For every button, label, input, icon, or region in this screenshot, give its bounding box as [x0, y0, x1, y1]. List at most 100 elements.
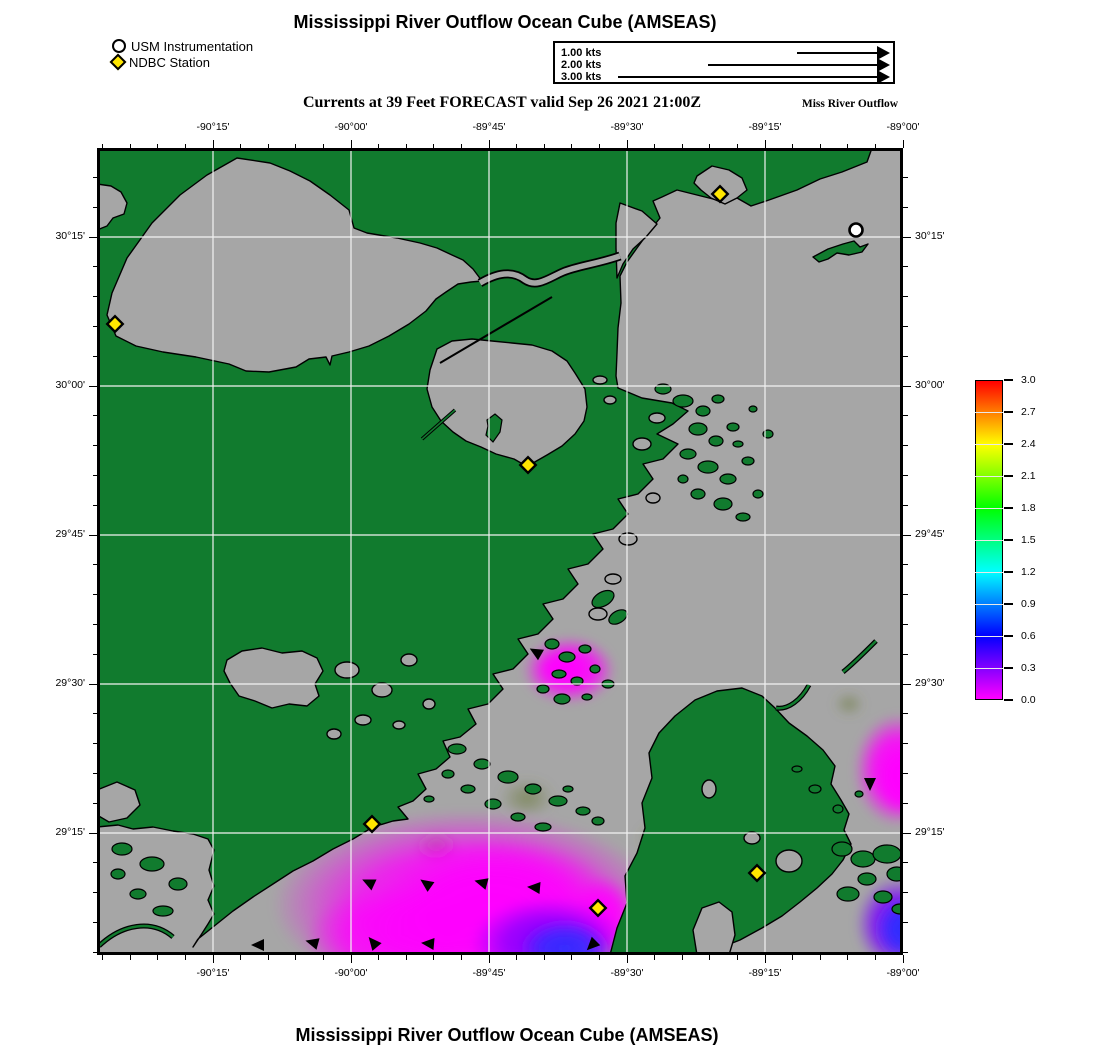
scale-row-label: 2.00 kts [561, 59, 602, 71]
current-arrow-icon [474, 878, 489, 890]
axis-tick [736, 955, 738, 960]
colorbar-inner-line [975, 636, 1003, 637]
axis-tick [516, 955, 518, 960]
colorbar-tick [1004, 667, 1013, 669]
axis-tick [874, 955, 876, 960]
lon-label-top: -90°00' [334, 121, 368, 133]
scale-arrowhead-icon [877, 46, 890, 60]
colorbar-tick-label: 1.2 [1021, 566, 1036, 578]
colorbar-inner-line [975, 412, 1003, 413]
axis-tick [903, 385, 911, 387]
axis-tick [405, 955, 407, 960]
colorbar-inner-line [975, 668, 1003, 669]
colorbar-tick [1004, 603, 1013, 605]
axis-tick [350, 140, 352, 148]
axis-tick [903, 236, 911, 238]
current-arrow-icon [362, 879, 377, 891]
lat-label-right: 30°15' [915, 230, 945, 242]
current-arrow-icon [527, 882, 541, 894]
axis-tick [681, 955, 683, 960]
colorbar-tick [1004, 379, 1013, 381]
colorbar-tick [1004, 475, 1013, 477]
colorbar-tick [1004, 411, 1013, 413]
colorbar-inner-line [975, 572, 1003, 573]
scale-row: 2.00 kts [555, 58, 893, 72]
lake-maurepas [96, 183, 128, 231]
colorbar-tick [1004, 699, 1013, 701]
axis-tick [903, 415, 908, 417]
colorbar-tick [1004, 539, 1013, 541]
lat-label-left: 29°45' [55, 528, 85, 540]
colorbar-tick-label: 0.9 [1021, 598, 1036, 610]
axis-tick [903, 862, 908, 864]
current-arrow-icon [251, 939, 264, 951]
colorbar-inner-line [975, 508, 1003, 509]
map-svg [96, 147, 942, 1000]
ndbc-station-marker [518, 455, 538, 475]
axis-tick [102, 955, 104, 960]
colorbar-tick-label: 0.6 [1021, 630, 1036, 642]
axis-tick [903, 772, 908, 774]
axis-tick [902, 140, 904, 148]
lake-borgne [426, 338, 588, 468]
axis-tick [903, 504, 908, 506]
axis-tick [903, 474, 908, 476]
axis-tick [847, 955, 849, 960]
lake-pontchartrain [106, 157, 483, 373]
current-arrow-icon [420, 879, 435, 892]
axis-tick [184, 955, 186, 960]
axis-tick [792, 955, 794, 960]
ndbc-diamond-icon [109, 53, 127, 71]
lat-label-left: 29°30' [55, 677, 85, 689]
scale-row: 1.00 kts [555, 46, 893, 60]
colorbar-inner-line [975, 476, 1003, 477]
scale-arrowhead-icon [877, 58, 890, 72]
lon-label-top: -89°45' [472, 121, 506, 133]
lon-label-bottom: -89°30' [610, 967, 644, 979]
axis-tick [903, 713, 908, 715]
axis-tick [433, 955, 435, 960]
lon-label-bottom: -89°15' [748, 967, 782, 979]
axis-tick [322, 955, 324, 960]
lon-label-bottom: -89°45' [472, 967, 506, 979]
usm-circle-icon [112, 39, 126, 53]
colorbar-tick-label: 2.4 [1021, 438, 1036, 450]
colorbar-tick-label: 0.3 [1021, 662, 1036, 674]
map-area [96, 147, 942, 1000]
axis-tick [212, 140, 214, 148]
lon-label-top: -89°30' [610, 121, 644, 133]
ndbc-station-marker [105, 314, 125, 334]
region-label: Miss River Outflow [801, 98, 899, 110]
axis-tick [903, 921, 908, 923]
lon-label-top: -89°15' [748, 121, 782, 133]
colorbar-tick-label: 0.0 [1021, 694, 1036, 706]
ndbc-station-marker [362, 814, 382, 834]
axis-tick [378, 955, 380, 960]
axis-tick [626, 140, 628, 148]
axis-tick [903, 296, 908, 298]
axis-tick [212, 955, 214, 963]
axis-tick [903, 892, 908, 894]
barrier-islands [97, 408, 878, 948]
lat-label-left: 29°15' [55, 826, 85, 838]
axis-tick [89, 236, 97, 238]
axis-tick [903, 683, 911, 685]
axis-tick [129, 955, 131, 960]
lat-label-right: 29°15' [915, 826, 945, 838]
axis-tick [598, 955, 600, 960]
scale-line [708, 64, 877, 66]
cat-island [812, 240, 869, 263]
axis-tick [543, 955, 545, 960]
current-arrow-icon [864, 778, 876, 791]
axis-tick [626, 955, 628, 963]
axis-tick [350, 955, 352, 963]
current-arrow-icon [305, 938, 320, 950]
chandeleur-island-north [842, 640, 877, 673]
axis-tick [903, 832, 911, 834]
axis-tick [903, 325, 908, 327]
station-markers [105, 184, 864, 918]
axis-tick [488, 140, 490, 148]
lat-label-right: 29°45' [915, 528, 945, 540]
colorbar-tick-label: 3.0 [1021, 374, 1036, 386]
